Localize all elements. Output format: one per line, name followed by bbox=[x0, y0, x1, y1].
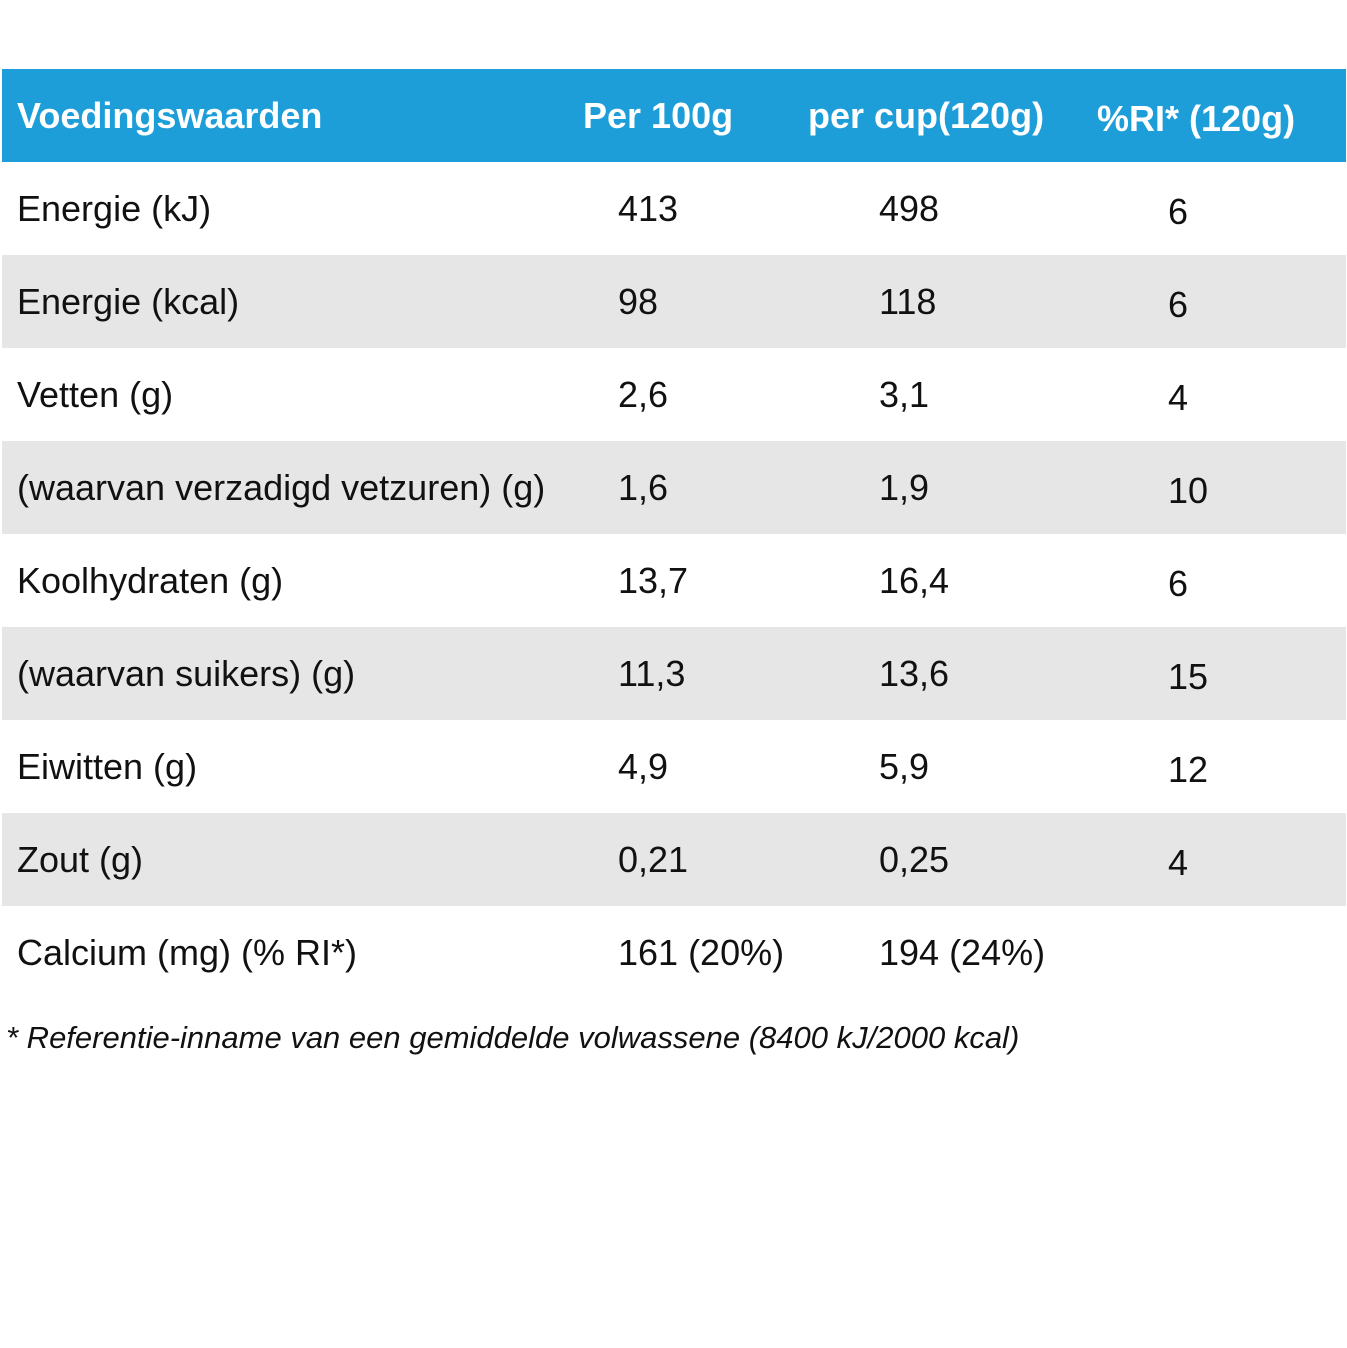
row-per-cup: 118 bbox=[879, 280, 937, 322]
row-ri: 6 bbox=[1168, 190, 1189, 232]
row-per-cup: 498 bbox=[879, 187, 940, 229]
row-ri: 4 bbox=[1168, 841, 1189, 883]
row-ri: 15 bbox=[1168, 655, 1209, 697]
table-row: (waarvan suikers) (g) 11,3 13,6 15 bbox=[2, 627, 1346, 720]
row-label: (waarvan suikers) (g) bbox=[17, 652, 356, 694]
row-label: Vetten (g) bbox=[17, 373, 174, 415]
row-per-cup: 13,6 bbox=[879, 652, 950, 694]
row-per-100g: 2,6 bbox=[618, 373, 669, 415]
header-voedingswaarden: Voedingswaarden bbox=[17, 94, 323, 136]
row-label: Energie (kcal) bbox=[17, 280, 240, 322]
row-per-100g: 0,21 bbox=[618, 838, 689, 880]
row-per-100g: 98 bbox=[618, 280, 659, 322]
footnote: * Referentie-inname van een gemiddelde v… bbox=[6, 1020, 1020, 1055]
row-per-cup: 1,9 bbox=[879, 466, 930, 508]
row-ri: 4 bbox=[1168, 376, 1189, 418]
header-per-100g: Per 100g bbox=[583, 94, 734, 136]
table-row: Calcium (mg) (% RI*) 161 (20%) 194 (24%) bbox=[2, 906, 1346, 999]
table-row: Energie (kJ) 413 498 6 bbox=[2, 162, 1346, 255]
row-per-100g: 1,6 bbox=[618, 466, 669, 508]
row-label: Zout (g) bbox=[17, 838, 144, 880]
row-ri: 10 bbox=[1168, 469, 1209, 511]
nutrition-table: Voedingswaarden Per 100g per cup(120g) %… bbox=[2, 69, 1346, 999]
row-label: Eiwitten (g) bbox=[17, 745, 198, 787]
row-label: Energie (kJ) bbox=[17, 187, 212, 229]
table-row: Koolhydraten (g) 13,7 16,4 6 bbox=[2, 534, 1346, 627]
row-label: Calcium (mg) (% RI*) bbox=[17, 931, 358, 973]
table-row: (waarvan verzadigd vetzuren) (g) 1,6 1,9… bbox=[2, 441, 1346, 534]
table-header: Voedingswaarden Per 100g per cup(120g) %… bbox=[2, 69, 1346, 162]
row-per-cup: 3,1 bbox=[879, 373, 930, 415]
table-row: Energie (kcal) 98 118 6 bbox=[2, 255, 1346, 348]
row-ri: 12 bbox=[1168, 748, 1209, 790]
row-per-100g: 4,9 bbox=[618, 745, 669, 787]
table-row: Eiwitten (g) 4,9 5,9 12 bbox=[2, 720, 1346, 813]
header-ri: %RI* (120g) bbox=[1097, 97, 1296, 139]
header-per-cup: per cup(120g) bbox=[808, 94, 1045, 136]
row-per-100g: 13,7 bbox=[618, 559, 689, 601]
row-per-cup: 16,4 bbox=[879, 559, 950, 601]
table-row: Vetten (g) 2,6 3,1 4 bbox=[2, 348, 1346, 441]
row-label: Koolhydraten (g) bbox=[17, 559, 284, 601]
row-ri: 6 bbox=[1168, 283, 1189, 325]
row-per-100g: 413 bbox=[618, 187, 679, 229]
table-row: Zout (g) 0,21 0,25 4 bbox=[2, 813, 1346, 906]
row-label: (waarvan verzadigd vetzuren) (g) bbox=[17, 466, 546, 508]
row-per-cup: 0,25 bbox=[879, 838, 950, 880]
row-per-cup: 5,9 bbox=[879, 745, 930, 787]
row-ri: 6 bbox=[1168, 562, 1189, 604]
row-per-cup: 194 (24%) bbox=[879, 931, 1046, 973]
row-per-100g: 161 (20%) bbox=[618, 931, 785, 973]
row-per-100g: 11,3 bbox=[618, 652, 686, 694]
